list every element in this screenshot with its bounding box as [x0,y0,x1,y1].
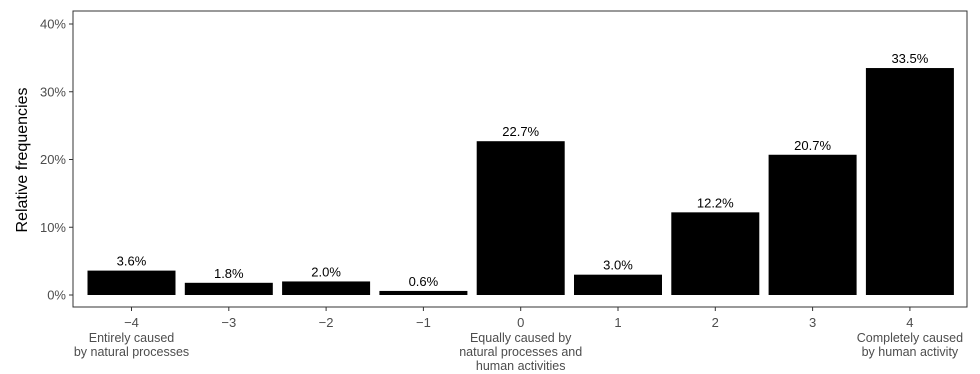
bar [768,154,857,295]
y-tick-label: 10% [40,220,66,235]
bar-value-label: 0.6% [409,274,439,289]
x-tick-label: −1 [416,315,431,330]
category-description-line: natural processes and [459,345,582,359]
x-tick-label: 4 [906,315,913,330]
bars-group [87,68,954,295]
bar-value-label: 33.5% [891,51,928,66]
bar-value-label: 20.7% [794,138,831,153]
x-tick-label: −4 [124,315,139,330]
x-tick-label: 3 [809,315,816,330]
category-description-line: by human activity [862,345,959,359]
y-axis-title: Relative frequencies [14,88,31,233]
bar-value-label: 3.6% [117,254,147,269]
y-tick-label: 0% [47,288,66,303]
bar [574,274,662,295]
category-description-line: Equally caused by [470,331,572,345]
x-axis: −4 −3 −2 −1 0 1 2 3 4 [124,307,914,330]
bar [184,282,273,295]
bar [476,141,565,295]
x-tick-label: 0 [517,315,524,330]
bar-value-label: 22.7% [502,124,539,139]
x-tick-label: −3 [221,315,236,330]
category-description-line: Entirely caused [89,331,175,345]
bar-value-label: 12.2% [697,195,734,210]
y-tick-label: 40% [40,17,66,32]
category-description-line: human activities [476,359,566,373]
bar [671,212,760,295]
y-tick-label: 30% [40,84,66,99]
bar [282,281,371,295]
y-tick-label: 20% [40,152,66,167]
y-axis: 0% 10% 20% 30% 40% [40,17,73,303]
category-description-line: by natural processes [74,345,189,359]
category-description-line: Completely caused [857,331,963,345]
bar-value-label: 1.8% [214,266,244,281]
bar-labels-group: 3.6% 1.8% 2.0% 0.6% 22.7% 3.0% 12.2% 20.7% 33.5% [117,51,929,289]
bar [379,290,468,295]
bar [87,270,176,295]
bar [865,68,954,295]
x-tick-label: −2 [319,315,334,330]
bar-value-label: 3.0% [603,258,633,273]
x-tick-label: 2 [712,315,719,330]
x-tick-label: 1 [614,315,621,330]
bar-value-label: 2.0% [311,264,341,279]
